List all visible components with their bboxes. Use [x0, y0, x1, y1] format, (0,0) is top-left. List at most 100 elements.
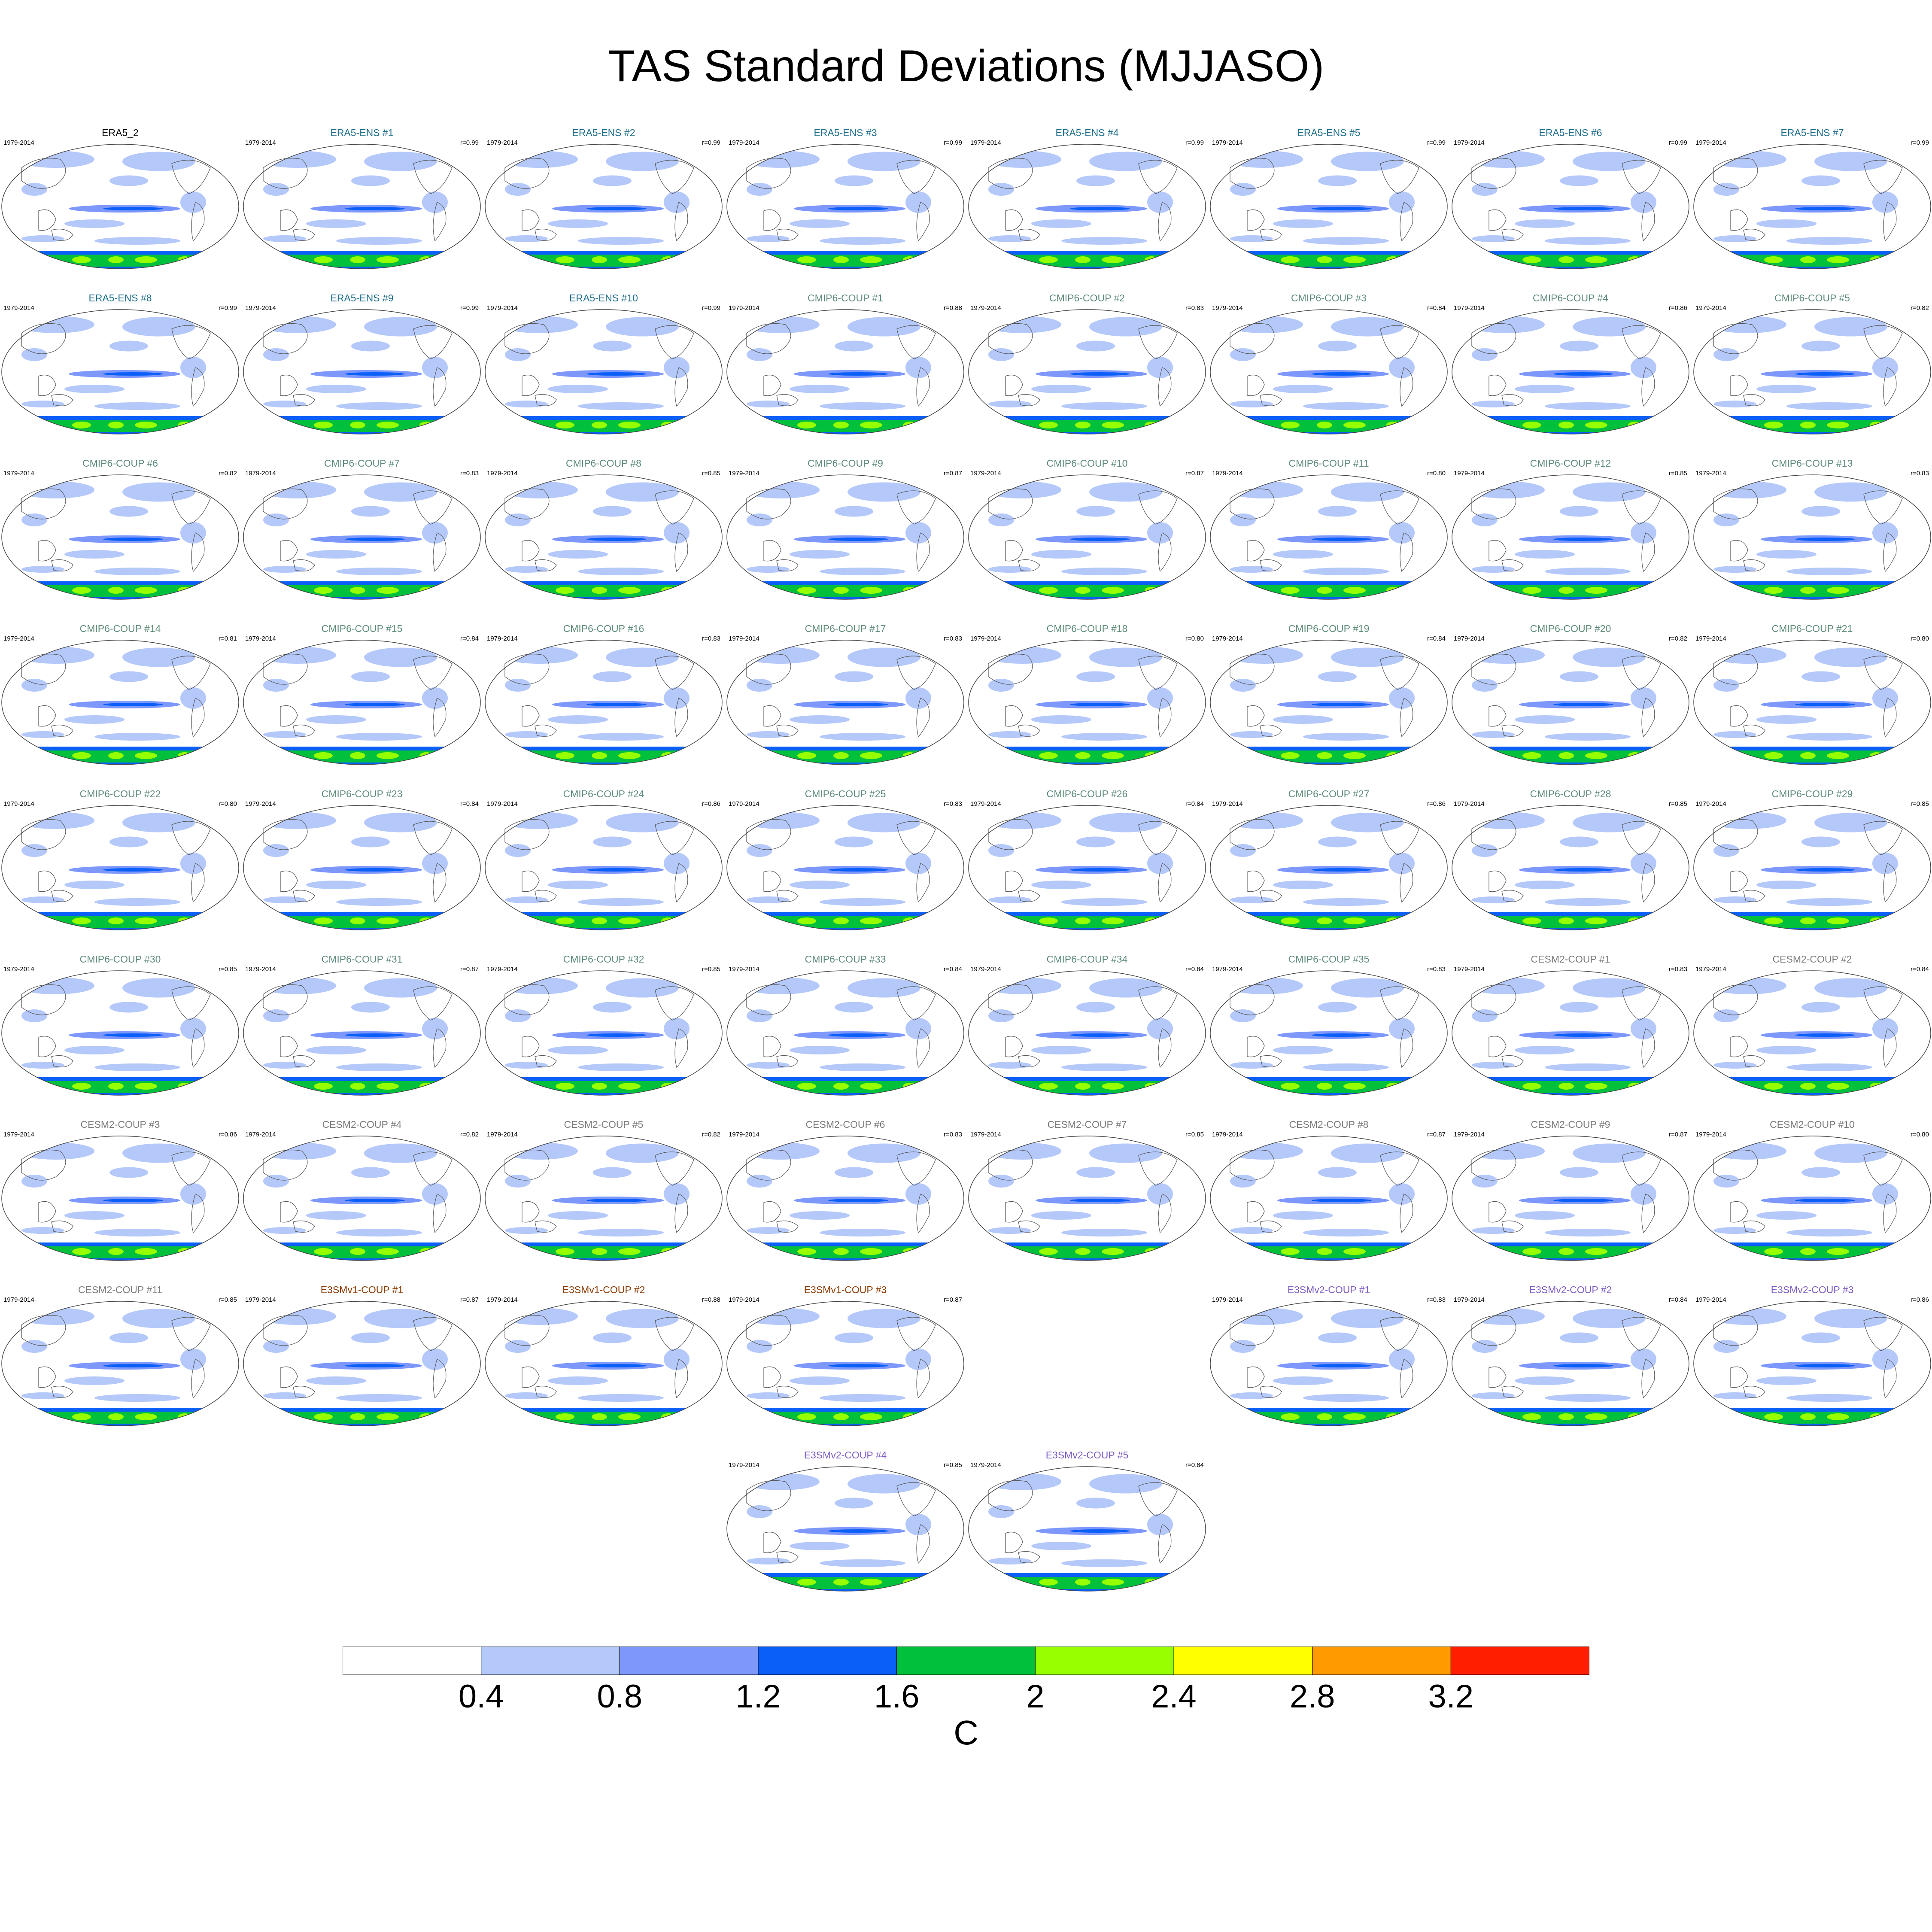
variability-patch: [1801, 836, 1840, 848]
enso-core: [1795, 207, 1855, 210]
panel-correlation: r=0.84: [1185, 966, 1204, 973]
variability-patch: [1089, 482, 1162, 502]
variability-patch: [505, 235, 548, 242]
coastline: [1641, 698, 1655, 738]
coastline: [1730, 870, 1748, 892]
coastline: [293, 890, 315, 902]
enso-core: [1795, 1199, 1855, 1202]
coastline: [191, 202, 205, 242]
variability-patch: [1472, 401, 1515, 407]
colorbar-segment: [1173, 1646, 1313, 1675]
variability-patch: [593, 671, 632, 682]
variability-patch: [1089, 813, 1162, 832]
map-outline: [485, 1301, 723, 1426]
coastline: [988, 984, 1033, 1015]
coastline: [1730, 1036, 1748, 1057]
robinson-map: [1452, 144, 1689, 269]
variability-patch: [742, 151, 820, 168]
map-outline: [1, 474, 239, 600]
variability-patch: [1515, 385, 1575, 393]
map-panel: E3SMv1-COUP #2 1979-2014 r=0.88: [483, 1282, 724, 1445]
map-field: [1452, 475, 1689, 599]
variability-patch: [1389, 1349, 1415, 1370]
variability-patch: [1061, 1559, 1147, 1567]
enso-core: [586, 1033, 647, 1037]
variability-patch: [1230, 1009, 1256, 1022]
coastline: [1743, 890, 1765, 902]
variability-patch: [1089, 1474, 1162, 1494]
panel-correlation: r=0.87: [944, 470, 962, 477]
variability-patch: [548, 1376, 608, 1385]
variability-patch: [21, 1227, 64, 1234]
coastline: [1230, 489, 1275, 519]
antarctic-hotspot: [833, 256, 849, 263]
robinson-map: [1452, 805, 1689, 930]
variability-patch: [1545, 1394, 1631, 1402]
enso-core: [1553, 538, 1613, 541]
panel-period: 1979-2014: [245, 1131, 276, 1138]
variability-patch: [1560, 1167, 1598, 1178]
antarctic-hotspot: [797, 1579, 816, 1586]
coastline: [746, 819, 791, 850]
variability-patch: [336, 733, 422, 741]
coastline: [191, 1194, 205, 1233]
variability-patch: [109, 836, 148, 848]
variability-patch: [17, 481, 94, 498]
robinson-map: [1452, 970, 1689, 1096]
robinson-map: [243, 1301, 481, 1426]
antarctic-hotspot: [1343, 422, 1366, 428]
variability-patch: [263, 566, 306, 573]
coastline: [1743, 1055, 1765, 1067]
variability-patch: [64, 550, 125, 559]
map-panel: CMIP6-COUP #12 1979-2014 r=0.85: [1450, 455, 1691, 618]
variability-patch: [1076, 836, 1115, 848]
variability-patch: [1230, 401, 1273, 407]
variability-patch: [747, 896, 790, 903]
map-panel: E3SMv2-COUP #2 1979-2014 r=0.84: [1450, 1282, 1691, 1445]
coastline: [1247, 870, 1265, 892]
variability-patch: [848, 813, 920, 832]
antarctic-hotspot: [1343, 1248, 1366, 1255]
variability-patch: [364, 152, 437, 171]
panel-correlation: r=0.85: [1911, 800, 1929, 808]
panel-correlation: r=0.82: [460, 1131, 479, 1138]
panel-period: 1979-2014: [1212, 635, 1243, 642]
map-field: [243, 310, 480, 434]
coastline: [1501, 1386, 1524, 1398]
panel-correlation: r=0.80: [1911, 1131, 1929, 1138]
variability-patch: [263, 1009, 289, 1022]
variability-patch: [505, 1392, 548, 1399]
coastline: [763, 870, 781, 892]
antarctic-hotspot: [797, 256, 816, 263]
robinson-map: [726, 970, 964, 1096]
variability-patch: [1318, 506, 1357, 517]
variability-patch: [835, 671, 873, 682]
colorbar-segment: [896, 1646, 1036, 1675]
variability-patch: [180, 687, 206, 709]
antarctic-hotspot: [1764, 917, 1783, 924]
panel-title: CESM2-COUP #2: [1772, 954, 1852, 965]
robinson-map: [1210, 970, 1448, 1096]
robinson-map: [243, 474, 481, 600]
coastline: [763, 705, 781, 727]
antarctic-hotspot: [1317, 1413, 1332, 1420]
coastline: [1641, 863, 1655, 903]
variability-patch: [742, 481, 820, 498]
panel-period: 1979-2014: [1695, 470, 1726, 477]
antarctic-hotspot: [377, 422, 399, 428]
coastline: [655, 1317, 694, 1351]
map-panel: E3SMv1-COUP #3 1979-2014 r=0.87: [725, 1282, 966, 1445]
panel-period: 1979-2014: [1454, 470, 1485, 477]
robinson-map: [1210, 805, 1448, 930]
variability-patch: [306, 715, 366, 724]
variability-patch: [593, 175, 632, 186]
coastline: [522, 1366, 540, 1388]
variability-patch: [263, 1227, 306, 1234]
variability-patch: [1472, 235, 1515, 242]
panel-title: CMIP6-COUP #12: [1530, 458, 1611, 469]
panel-period: 1979-2014: [1454, 304, 1485, 312]
map-outline: [243, 640, 481, 765]
antarctic-hotspot: [618, 587, 641, 594]
coastline: [1863, 325, 1903, 359]
enso-core: [1312, 1364, 1372, 1367]
